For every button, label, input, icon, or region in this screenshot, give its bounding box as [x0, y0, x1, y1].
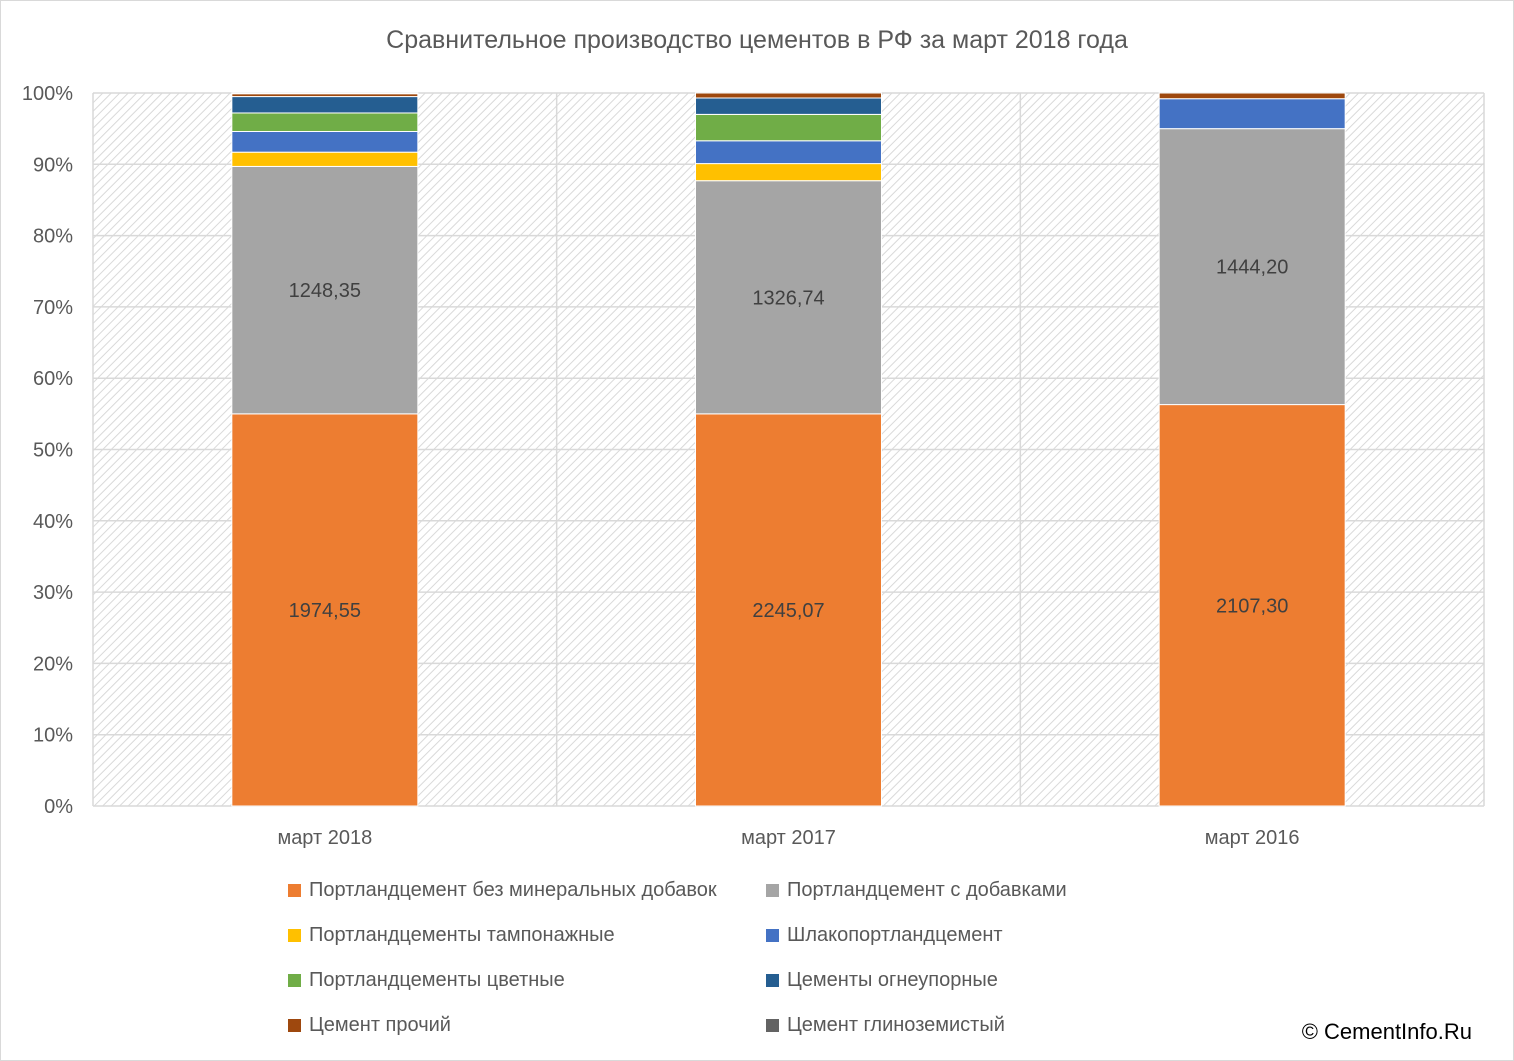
x-tick-label: март 2017	[741, 827, 836, 849]
chart-title: Сравнительное производство цементов в РФ…	[386, 26, 1128, 54]
bar-segment	[231, 92, 419, 95]
legend-item: Портландцемент без минеральных добавок	[288, 876, 717, 904]
legend-label: Цемент прочий	[309, 1013, 451, 1036]
y-tick-label: 90%	[33, 154, 73, 176]
y-tick-label: 30%	[33, 582, 73, 604]
legend-swatch	[288, 928, 301, 942]
legend-item: Портландцемент с добавками	[766, 876, 1067, 904]
bar-segment	[1158, 92, 1346, 100]
bar-segment	[695, 180, 882, 415]
bar-segment	[1158, 98, 1346, 130]
legend-swatch	[288, 1018, 301, 1032]
bar-segment	[1158, 128, 1346, 406]
bar-segment	[231, 96, 419, 114]
bar-segment	[231, 131, 419, 153]
bar-segment	[231, 413, 419, 807]
legend-item: Шлакопортландцемент	[766, 921, 1003, 949]
bar-segment	[231, 151, 419, 167]
data-label: 1974,55	[289, 600, 361, 622]
legend-swatch	[288, 883, 301, 897]
bar-segment	[695, 163, 882, 182]
legend-swatch	[766, 1018, 779, 1032]
legend-label: Портландцементы тампонажные	[309, 923, 615, 946]
bar-segment	[1158, 404, 1346, 807]
y-tick-label: 70%	[33, 297, 73, 319]
legend-label: Портландцемент с добавками	[787, 878, 1067, 901]
legend-label: Портландцементы цветные	[309, 968, 565, 991]
legend-item: Цемент прочий	[288, 1011, 451, 1039]
y-tick-label: 20%	[33, 653, 73, 675]
legend-label: Портландцемент без минеральных добавок	[309, 878, 717, 901]
bar-segment	[695, 413, 882, 807]
legend-swatch	[766, 883, 779, 897]
data-label: 2245,07	[752, 600, 824, 622]
y-tick-label: 40%	[33, 511, 73, 533]
y-tick-label: 50%	[33, 440, 73, 462]
y-tick-label: 10%	[33, 725, 73, 747]
legend-swatch	[288, 973, 301, 987]
watermark: © CementInfo.Ru	[1301, 1019, 1472, 1044]
legend-item: Портландцементы цветные	[288, 966, 565, 994]
legend-item: Цемент глиноземистый	[766, 1011, 1005, 1039]
bar-segment	[695, 113, 882, 142]
data-label: 1326,74	[752, 287, 824, 309]
legend-label: Цемент глиноземистый	[787, 1013, 1005, 1036]
data-label: 2107,30	[1216, 595, 1288, 617]
data-label: 1444,20	[1216, 257, 1288, 279]
x-tick-label: март 2018	[277, 827, 372, 849]
legend-label: Шлакопортландцемент	[787, 923, 1003, 946]
y-tick-label: 100%	[22, 83, 73, 105]
y-tick-label: 80%	[33, 226, 73, 248]
bar-segment	[695, 97, 882, 115]
y-tick-label: 0%	[44, 796, 73, 818]
data-label: 1248,35	[289, 280, 361, 302]
bar-segment	[695, 140, 882, 165]
x-tick-label: март 2016	[1205, 827, 1300, 849]
bar-segment	[231, 112, 419, 133]
legend-label: Цементы огнеупорные	[787, 968, 998, 991]
y-tick-label: 60%	[33, 368, 73, 390]
legend-swatch	[766, 928, 779, 942]
legend-swatch	[766, 973, 779, 987]
legend-item: Портландцементы тампонажные	[288, 921, 615, 949]
legend-item: Цементы огнеупорные	[766, 966, 998, 994]
bar-segment	[695, 92, 882, 99]
